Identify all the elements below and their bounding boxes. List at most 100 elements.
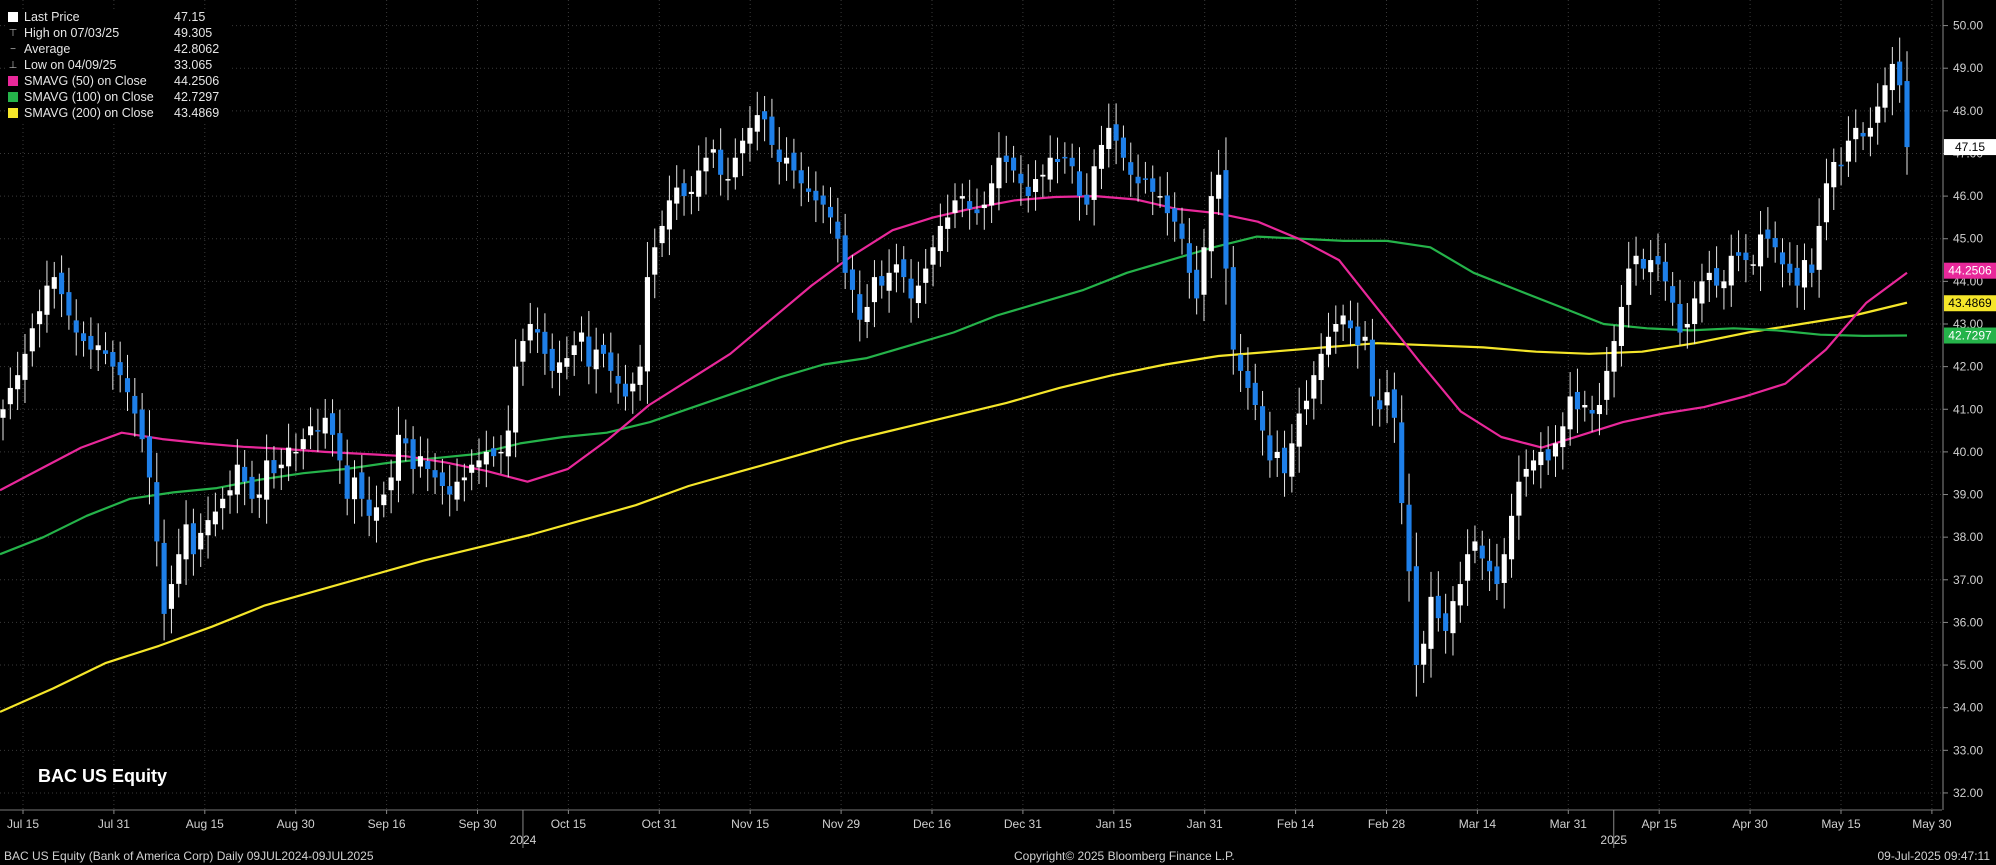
- candle-body: [520, 341, 526, 362]
- candle-body: [1889, 63, 1895, 91]
- candle: [1501, 538, 1507, 609]
- candle-body: [805, 188, 812, 192]
- candle: [139, 393, 145, 453]
- candle-body: [1325, 336, 1332, 355]
- candle: [1823, 158, 1829, 241]
- legend-value: 47.15: [174, 10, 206, 24]
- candle-body: [1457, 584, 1463, 606]
- candle-body: [937, 225, 943, 252]
- y-tick-label: 46.00: [1953, 189, 1983, 203]
- candle-body: [1801, 260, 1808, 288]
- year-label: 2025: [1600, 833, 1627, 847]
- candle-body: [571, 345, 577, 355]
- footer-copyright: Copyright© 2025 Bloomberg Finance L.P.: [1014, 849, 1235, 863]
- candle-body: [622, 383, 629, 397]
- legend-label: SMAVG (200) on Close: [24, 106, 154, 120]
- candle-body: [952, 200, 958, 213]
- candle: [791, 138, 797, 189]
- candle: [1303, 380, 1310, 425]
- x-tick-label: Mar 31: [1550, 817, 1588, 831]
- candle-body: [974, 209, 980, 214]
- candle: [1479, 530, 1485, 580]
- candle-body: [542, 331, 548, 354]
- candle: [66, 267, 72, 330]
- candle-body: [1655, 255, 1661, 265]
- candle: [212, 492, 218, 537]
- candle-body: [183, 524, 189, 560]
- candle-body: [212, 511, 218, 525]
- candle-body: [1882, 85, 1888, 108]
- candle-body: [176, 554, 182, 584]
- candle: [1662, 243, 1668, 301]
- candle: [644, 241, 650, 404]
- candle: [703, 137, 709, 195]
- candle-body: [1845, 140, 1851, 162]
- candle: [1369, 318, 1375, 426]
- candle-body: [447, 486, 453, 495]
- candle: [937, 203, 943, 267]
- candle: [315, 408, 321, 452]
- candle-body: [381, 494, 387, 506]
- candle: [1435, 571, 1441, 632]
- candle-body: [81, 333, 87, 342]
- candle-body: [242, 466, 248, 482]
- candle-body: [732, 157, 738, 178]
- candle: [483, 430, 489, 488]
- y-tick-label: 43.00: [1953, 317, 1983, 331]
- candle: [1523, 449, 1529, 497]
- candle: [945, 194, 951, 252]
- candle: [1120, 125, 1126, 171]
- candle: [1794, 244, 1800, 308]
- candle-body: [1142, 178, 1148, 180]
- candle: [176, 528, 182, 598]
- candle-body: [1604, 370, 1610, 400]
- price-tag-label: 44.2506: [1948, 264, 1992, 278]
- candle: [29, 313, 35, 367]
- candle: [1618, 284, 1624, 367]
- y-tick-label: 32.00: [1953, 786, 1983, 800]
- candle: [659, 210, 665, 257]
- candle-body: [886, 272, 892, 291]
- candle: [59, 255, 65, 318]
- candle: [923, 248, 929, 304]
- candle: [1765, 207, 1771, 258]
- candle-body: [1362, 336, 1368, 341]
- candle: [1040, 164, 1046, 198]
- candle-body: [286, 447, 292, 467]
- candle-body: [1574, 391, 1581, 410]
- candle: [190, 508, 196, 576]
- candle: [0, 399, 6, 441]
- candle-body: [674, 187, 680, 204]
- candle-body: [1406, 504, 1412, 572]
- candle-body: [403, 438, 409, 444]
- candle: [1882, 67, 1888, 123]
- candle: [842, 213, 848, 290]
- legend-value: 43.4869: [174, 106, 220, 120]
- candle: [564, 336, 570, 380]
- x-tick-label: Feb 14: [1277, 817, 1315, 831]
- candle-body: [146, 436, 153, 478]
- candle-body: [1838, 164, 1844, 167]
- candle: [754, 91, 760, 151]
- candle: [1098, 125, 1105, 190]
- candle: [505, 405, 511, 478]
- legend-label: Last Price: [24, 10, 80, 24]
- candle: [622, 364, 629, 411]
- candle: [857, 270, 863, 342]
- candle: [220, 487, 226, 530]
- candle-body: [1208, 196, 1214, 252]
- x-tick-label: Dec 16: [913, 817, 951, 831]
- candle: [1281, 430, 1288, 497]
- candle-body: [725, 179, 731, 181]
- candle: [1750, 254, 1756, 275]
- candle: [959, 183, 965, 218]
- candle: [696, 145, 702, 212]
- x-tick-label: Nov 15: [731, 817, 769, 831]
- candle: [1296, 387, 1302, 473]
- candle-body: [893, 264, 899, 273]
- candle: [256, 473, 262, 518]
- candle-body: [1106, 127, 1112, 149]
- candle: [242, 450, 248, 506]
- candle-body: [322, 417, 328, 434]
